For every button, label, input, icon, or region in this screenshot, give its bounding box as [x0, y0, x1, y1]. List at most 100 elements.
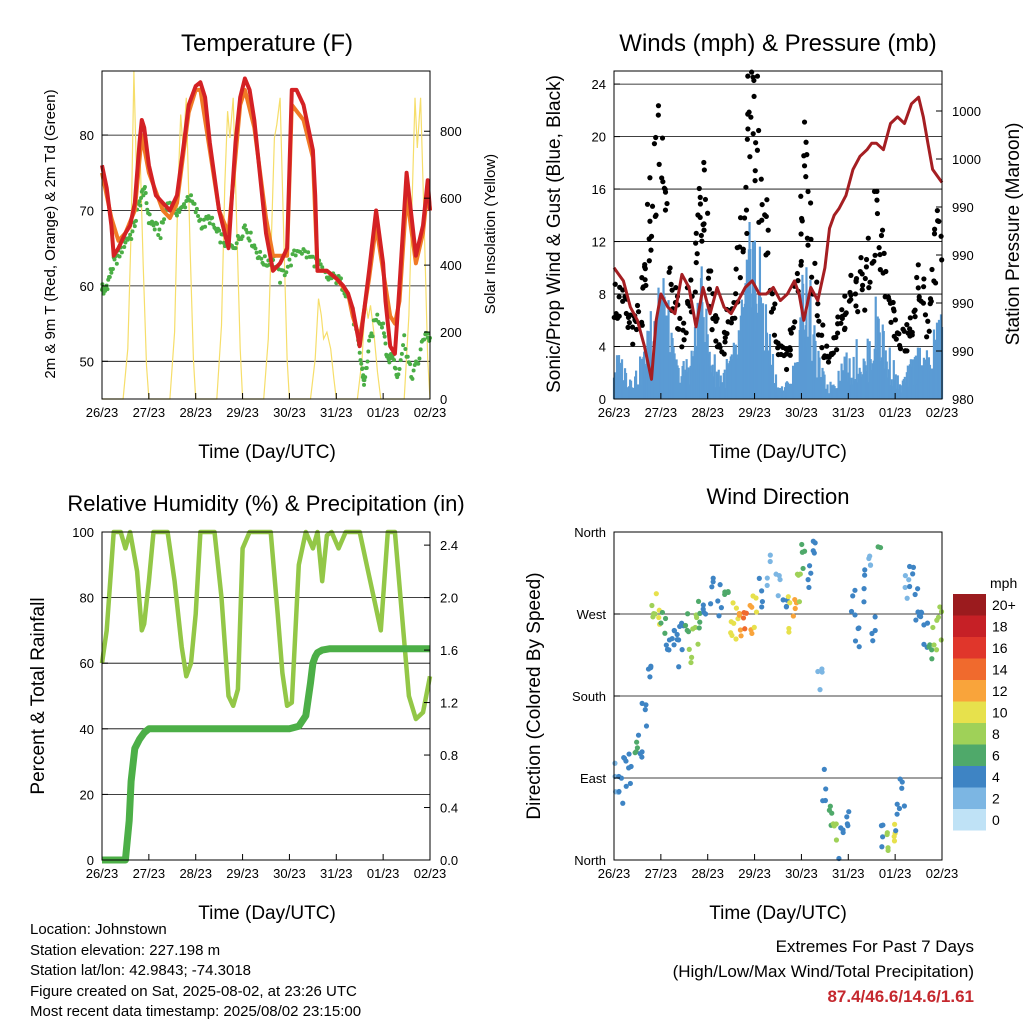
direction-point [786, 629, 792, 635]
dewpoint-point [306, 250, 311, 255]
direction-point [926, 644, 932, 650]
direction-point [910, 571, 916, 577]
wind-gust-point [648, 233, 655, 239]
colorbar-label: 20+ [992, 597, 1016, 613]
direction-point [676, 664, 682, 670]
wind-direction-y-ticks: North East South West North [572, 525, 620, 868]
dewpoint-point [299, 251, 304, 256]
direction-point [621, 755, 628, 761]
dewpoint-point [320, 265, 325, 270]
direction-point [659, 609, 666, 616]
direction-point [935, 614, 942, 620]
wind-gust-point [909, 329, 915, 335]
dewpoint-point [160, 220, 165, 225]
wind-gust-point [745, 73, 751, 79]
wind-gust-point [660, 179, 666, 185]
direction-point [938, 637, 944, 643]
wind-gust-point [824, 343, 830, 349]
dewpoint-point [399, 351, 404, 356]
wind-gust-point [647, 218, 653, 224]
dewpoint-point [258, 249, 263, 254]
direction-point [915, 586, 921, 592]
y-tick-label: South [572, 689, 606, 704]
direction-point [777, 576, 783, 583]
direction-point [894, 811, 900, 817]
dewpoint-point [162, 217, 167, 222]
direction-point [692, 624, 698, 631]
wind-gust-point [787, 347, 793, 353]
wind-gust-point [874, 197, 880, 203]
direction-point [850, 593, 856, 599]
dewpoint-point [192, 201, 197, 206]
dewpoint-point [381, 321, 386, 326]
wind-gust-point [886, 297, 892, 303]
wind-gust-point [915, 262, 921, 268]
wind-gust-point [752, 168, 758, 174]
winds-xlabel: Time (Day/UTC) [709, 442, 847, 463]
wind-gust-point [649, 203, 656, 209]
wind-gust-point [871, 258, 877, 264]
dewpoint-point [240, 234, 245, 239]
wind-gust-point [722, 335, 728, 341]
wind-gust-point [772, 301, 778, 307]
x-tick-label: 30/23 [273, 866, 306, 881]
temperature-x-ticks: 26/23 27/23 28/23 29/23 30/23 31/23 01/23 02/23 [86, 393, 446, 420]
colorbar-label: 6 [992, 748, 1000, 764]
direction-point [733, 636, 739, 642]
direction-point [823, 786, 829, 792]
humidity-x-ticks: 26/23 27/23 28/23 29/23 30/23 31/23 01/23 02/23 [86, 854, 446, 881]
y-tick-label: 70 [80, 203, 94, 218]
wind-gust-point [769, 291, 775, 297]
wind-gust-point [929, 266, 935, 273]
wind-gust-point [713, 318, 719, 324]
wind-gust-point [890, 299, 896, 306]
wind-gust-point [743, 184, 749, 190]
dewpoint-point [278, 280, 283, 285]
direction-point [709, 584, 715, 590]
x-tick-label: 29/23 [738, 866, 771, 881]
direction-point [805, 577, 811, 583]
dewpoint-point [393, 366, 398, 371]
wind-gust-point [765, 227, 771, 233]
wind-gust-point [814, 313, 820, 319]
x-tick-label: 01/23 [879, 405, 912, 420]
direction-point [767, 558, 773, 565]
wind-gust-point [866, 285, 872, 291]
direction-point [848, 608, 855, 615]
latest-timestamp: Most recent data timestamp: 2025/08/02 2… [30, 1003, 362, 1020]
extremes-title: Extremes For Past 7 Days [775, 937, 974, 956]
wind-gust-point [833, 334, 839, 340]
wind-gust-point [667, 265, 673, 271]
direction-point [852, 587, 858, 593]
wind-gust-point [859, 287, 865, 293]
direction-point [666, 647, 672, 653]
wind-gust-point [732, 315, 738, 321]
direction-point [649, 602, 655, 609]
wind-gust-point [741, 215, 748, 221]
direction-point [618, 775, 625, 781]
direction-point [626, 751, 632, 757]
wind-gust-point [646, 258, 652, 264]
dewpoint-point [234, 241, 239, 246]
y-tick-label: 8 [599, 287, 606, 302]
dewpoint-point [129, 237, 134, 242]
winds-title: Winds (mph) & Pressure (mb) [619, 30, 936, 57]
direction-point [679, 647, 685, 653]
dewpoint-point [130, 229, 135, 234]
direction-point [759, 598, 766, 605]
direction-point [896, 805, 903, 812]
direction-point [852, 612, 858, 618]
wind-gust-point [747, 154, 753, 160]
direction-point [671, 642, 677, 648]
wind-gust-point [904, 322, 910, 328]
dewpoint-point [217, 228, 222, 233]
wind-gust-point [692, 289, 698, 295]
y-tick-label: 40 [80, 722, 94, 737]
direction-point [689, 654, 695, 660]
colorbar-swatch [953, 809, 986, 831]
wind-gust-point [834, 330, 841, 336]
dewpoint-point [133, 218, 138, 223]
dewpoint-point [242, 223, 247, 228]
dewpoint-point [410, 376, 415, 381]
direction-point [695, 598, 702, 605]
